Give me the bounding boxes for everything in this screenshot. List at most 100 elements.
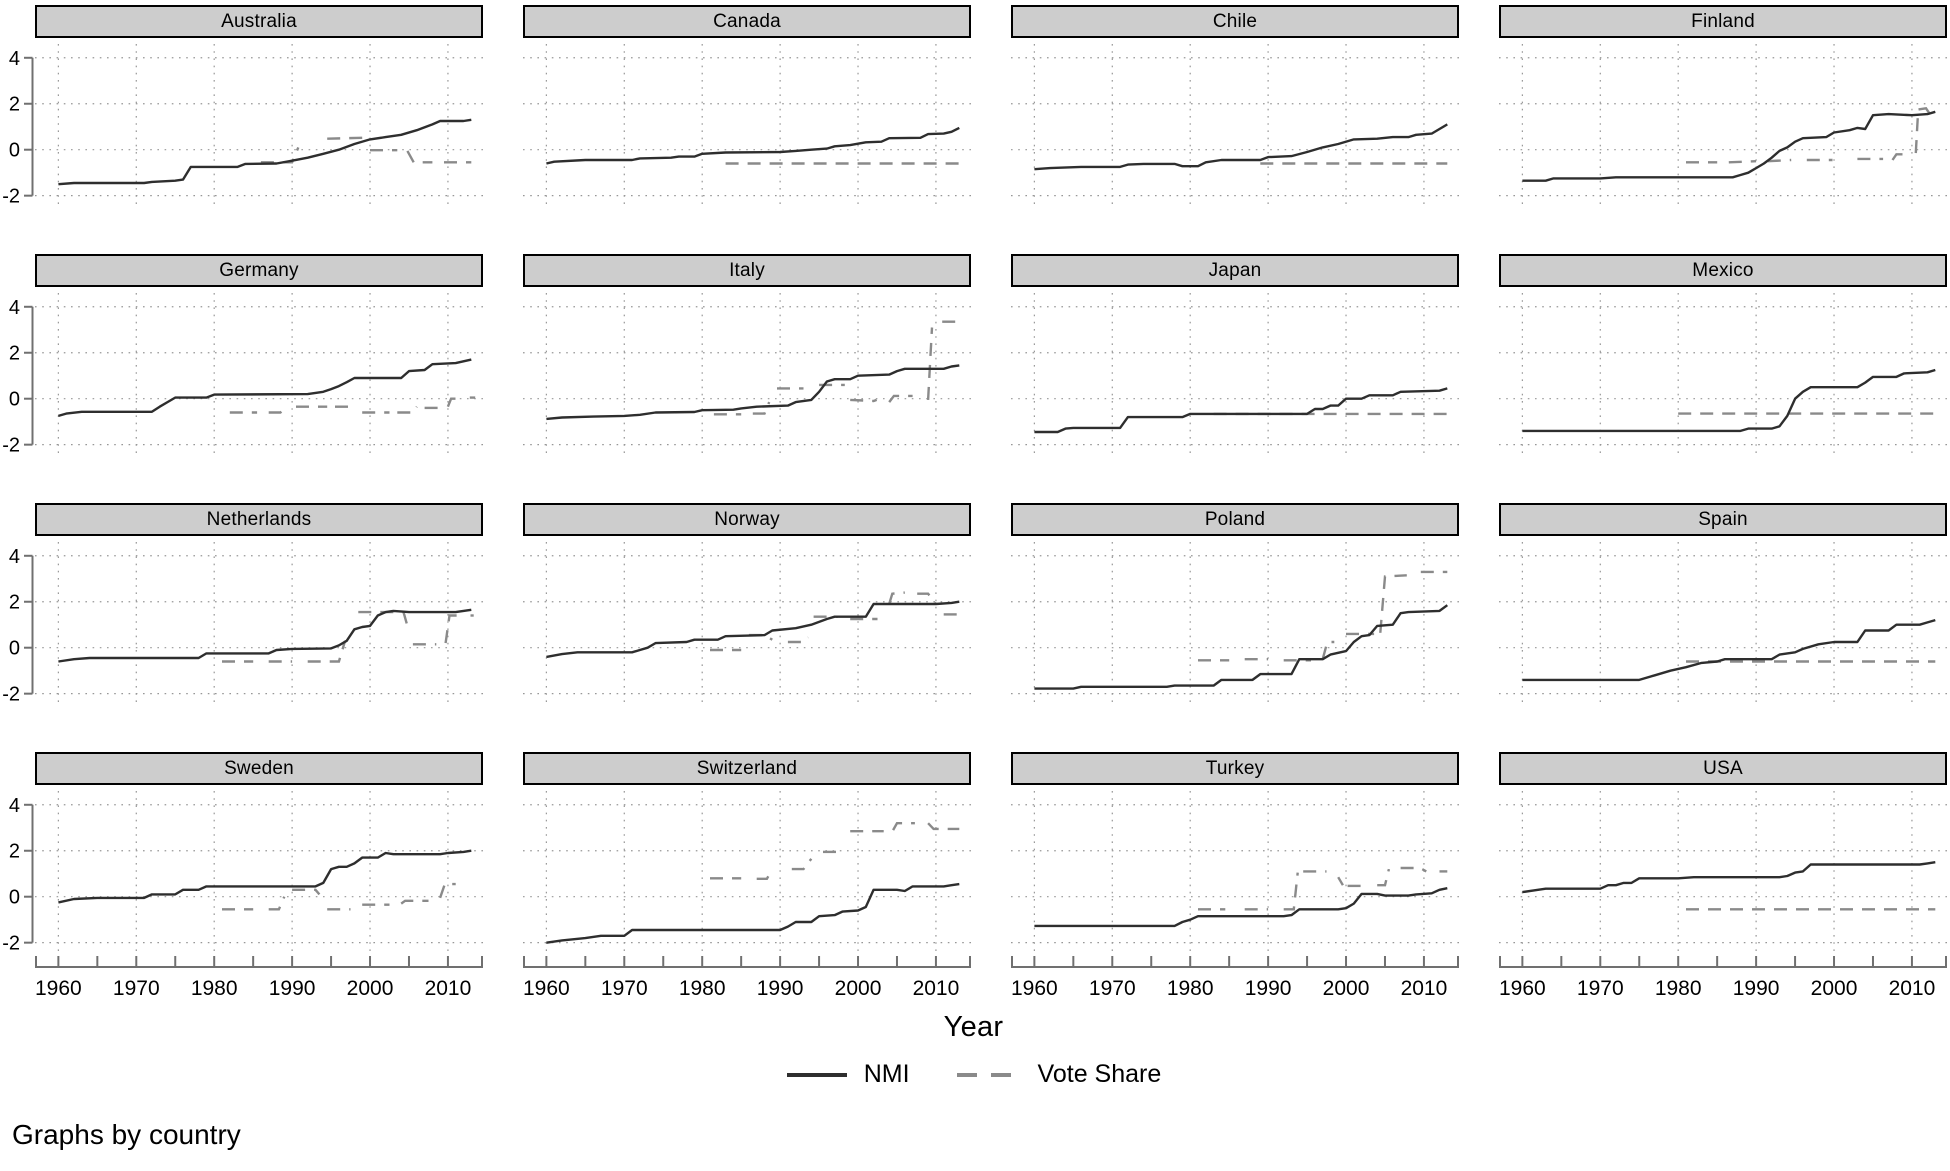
y-tick-label: -2 — [2, 186, 20, 208]
y-tick-label: 0 — [9, 887, 20, 909]
nmi-line — [1034, 887, 1448, 928]
x-axis: 1960 1970 1980 1990 2000 2010 — [1011, 956, 1459, 1000]
panel-plot-germany: 4 2 0 -2 — [2, 293, 483, 457]
panel-plot-switzerland: 1960 1970 1980 1990 2000 2010 — [523, 791, 971, 1000]
panel-plot-sweden: 4 2 0 -2 1960 1970 1980 1990 2000 2010 — [2, 791, 483, 1000]
x-axis-title: Year — [943, 1011, 1004, 1043]
y-tick-label: 4 — [9, 48, 20, 70]
nmi-line-swatch-icon — [786, 1072, 847, 1077]
y-tick-label: 0 — [9, 140, 20, 162]
gridlines — [1011, 542, 1459, 704]
y-tick-label: 2 — [9, 841, 20, 863]
panel-title-canada: Canada — [523, 5, 971, 38]
panel-switzerland: Switzerland 1960 1970 1980 1990 2000 2010 — [523, 752, 971, 1003]
nmi-line — [1522, 618, 1936, 682]
vote-share-line — [710, 822, 960, 881]
panel-plot-usa: 1960 1970 1980 1990 2000 2010 — [1499, 791, 1947, 1000]
panel-spain: Spain — [1499, 503, 1947, 704]
x-tick-label: 1980 — [191, 977, 238, 1000]
x-tick-label: 1990 — [1733, 977, 1780, 1000]
panel-title-sweden: Sweden — [35, 752, 483, 785]
x-tick-label: 2010 — [1401, 977, 1448, 1000]
gridlines — [1011, 293, 1459, 455]
x-tick-label: 2000 — [1811, 977, 1858, 1000]
gridlines — [1499, 44, 1947, 206]
x-tick-label: 1990 — [1245, 977, 1292, 1000]
nmi-line — [1522, 110, 1936, 182]
panel-title-switzerland: Switzerland — [523, 752, 971, 785]
gridlines — [1499, 791, 1947, 953]
x-tick-label: 1970 — [113, 977, 160, 1000]
y-tick-label: -2 — [2, 684, 20, 706]
gridlines — [523, 791, 971, 953]
legend-label-vote-share: Vote Share — [1037, 1060, 1162, 1088]
gridlines — [35, 293, 483, 455]
panel-norway: Norway — [523, 503, 971, 704]
panel-finland: Finland — [1499, 5, 1947, 206]
panel-title-netherlands: Netherlands — [35, 503, 483, 536]
nmi-line — [58, 118, 472, 186]
vote-share-line — [260, 136, 472, 164]
y-axis: 4 2 0 -2 — [2, 546, 34, 706]
panel-title-chile: Chile — [1011, 5, 1459, 38]
x-tick-label: 1970 — [601, 977, 648, 1000]
nmi-line — [1034, 123, 1448, 171]
panel-poland: Poland — [1011, 503, 1459, 704]
vote-share-line — [1198, 570, 1448, 662]
vote-share-line-swatch-icon — [956, 1072, 1021, 1077]
panel-plot-australia: 4 2 0 -2 — [2, 44, 483, 208]
nmi-line — [58, 608, 472, 663]
panel-plot-canada — [523, 44, 971, 206]
panel-chile: Chile — [1011, 5, 1459, 206]
x-tick-label: 1960 — [523, 977, 570, 1000]
y-axis: 4 2 0 -2 — [2, 297, 34, 457]
panel-title-turkey: Turkey — [1011, 752, 1459, 785]
y-axis: 4 2 0 -2 — [2, 795, 34, 955]
y-tick-label: 2 — [9, 592, 20, 614]
x-tick-label: 1970 — [1577, 977, 1624, 1000]
panel-germany: Germany 4 2 0 -2 — [0, 254, 483, 457]
gridlines — [1499, 542, 1947, 704]
x-axis: 1960 1970 1980 1990 2000 2010 — [35, 956, 483, 1000]
panel-plot-spain — [1499, 542, 1947, 704]
x-tick-label: 2000 — [347, 977, 394, 1000]
y-tick-label: -2 — [2, 435, 20, 457]
x-axis: 1960 1970 1980 1990 2000 2010 — [1499, 956, 1947, 1000]
panel-title-spain: Spain — [1499, 503, 1947, 536]
panel-title-japan: Japan — [1011, 254, 1459, 287]
gridlines — [523, 542, 971, 704]
panel-title-poland: Poland — [1011, 503, 1459, 536]
vote-share-line — [1686, 106, 1936, 164]
panel-title-italy: Italy — [523, 254, 971, 287]
legend-item-nmi: NMI — [786, 1060, 910, 1089]
vote-share-line — [1198, 866, 1448, 911]
gridlines — [1011, 791, 1459, 953]
panel-mexico: Mexico — [1499, 254, 1947, 455]
panel-title-usa: USA — [1499, 752, 1947, 785]
panel-canada: Canada — [523, 5, 971, 206]
nmi-line — [1034, 387, 1448, 434]
panel-usa: USA 1960 1970 1980 1990 2000 2010 — [1499, 752, 1947, 1003]
x-tick-label: 1980 — [1167, 977, 1214, 1000]
panel-plot-japan — [1011, 293, 1459, 455]
x-tick-label: 1970 — [1089, 977, 1136, 1000]
gridlines — [523, 293, 971, 455]
vote-share-line — [222, 882, 456, 911]
panel-title-australia: Australia — [35, 5, 483, 38]
panel-turkey: Turkey 1960 1970 1980 1990 2000 2010 — [1011, 752, 1459, 1003]
x-tick-label: 2000 — [1323, 977, 1370, 1000]
nmi-line — [546, 126, 960, 165]
panel-title-mexico: Mexico — [1499, 254, 1947, 287]
panel-title-germany: Germany — [35, 254, 483, 287]
y-axis: 4 2 0 -2 — [2, 48, 34, 208]
x-tick-label: 2010 — [425, 977, 472, 1000]
x-tick-label: 1990 — [757, 977, 804, 1000]
panels-grid: Australia 4 2 0 -2 Canada Chile Finland Germany 4… — [0, 5, 1947, 1003]
x-tick-label: 2010 — [1889, 977, 1936, 1000]
y-tick-label: 2 — [9, 343, 20, 365]
gridlines — [35, 791, 483, 953]
nmi-line — [546, 600, 960, 659]
x-axis: 1960 1970 1980 1990 2000 2010 — [523, 956, 971, 1000]
legend-item-vote-share: Vote Share — [956, 1060, 1162, 1089]
